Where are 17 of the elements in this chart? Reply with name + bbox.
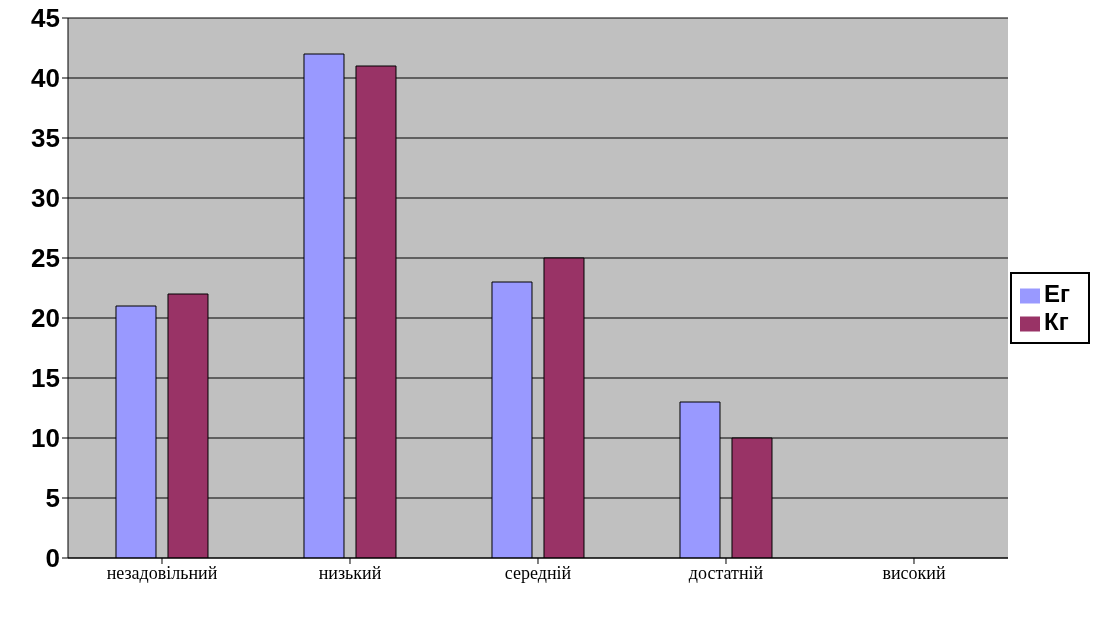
y-tick-label: 40 xyxy=(31,63,60,94)
y-tick-label: 45 xyxy=(31,3,60,34)
y-tick-label: 35 xyxy=(31,123,60,154)
y-tick-label: 25 xyxy=(31,243,60,274)
x-tick-label: незадовільний xyxy=(106,562,218,583)
y-tick-label: 15 xyxy=(31,363,60,394)
y-tick-label: 10 xyxy=(31,423,60,454)
y-tick-label: 0 xyxy=(45,543,60,574)
x-tick-label: достатній xyxy=(688,562,764,583)
y-tick-label: 5 xyxy=(45,483,60,514)
legend-label: Кг xyxy=(1043,308,1069,335)
legend-label: Ег xyxy=(1043,280,1070,307)
x-tick-label: високий xyxy=(882,562,946,583)
x-tick-label: середній xyxy=(504,562,572,583)
y-tick-label: 30 xyxy=(31,183,60,214)
y-tick-label: 20 xyxy=(31,303,60,334)
x-tick-label: низький xyxy=(318,562,382,583)
